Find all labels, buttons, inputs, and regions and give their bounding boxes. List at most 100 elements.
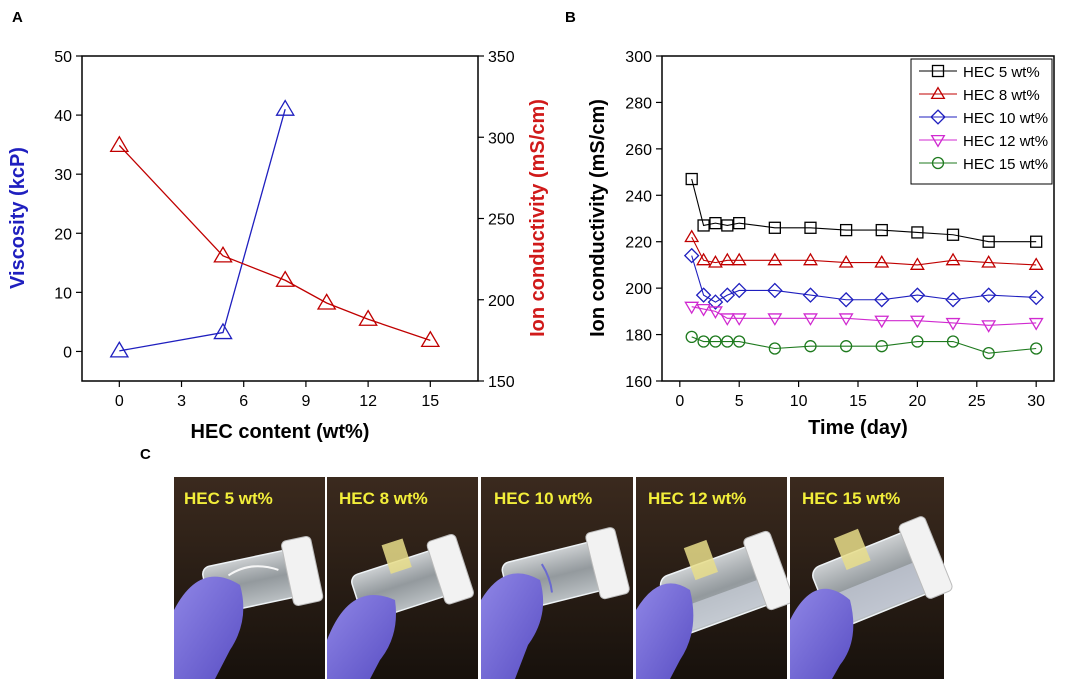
photo-label-hec-15: HEC 15 wt% bbox=[802, 489, 900, 508]
chart-b-ytick-label: 160 bbox=[625, 374, 652, 391]
legend-label-hec-15: HEC 15 wt% bbox=[963, 156, 1048, 173]
chart-a-ytick-right-label: 200 bbox=[488, 293, 515, 310]
chart-b-point bbox=[697, 335, 710, 348]
chart-b-xlabel: Time (day) bbox=[808, 417, 908, 439]
chart-a-xtick-label: 12 bbox=[359, 393, 377, 410]
chart-b-ylabel: Ion conductivity (mS/cm) bbox=[587, 99, 609, 337]
chart-a-line-ion-conductivity bbox=[118, 144, 431, 341]
chart-a-ytick-right-label: 350 bbox=[488, 49, 515, 66]
chart-b: Time (day) Ion conductivity (mS/cm) 0 5 10… bbox=[587, 49, 1055, 439]
chart-a-ytick-left-label: 10 bbox=[54, 285, 72, 302]
chart-a-ylabel-right: Ion conductivity (mS/cm) bbox=[527, 99, 549, 337]
chart-b-point bbox=[683, 247, 700, 264]
chart-b-line-hec-15-wt bbox=[691, 336, 1037, 354]
photo-label-hec-8: HEC 8 wt% bbox=[339, 489, 428, 508]
chart-b-point bbox=[719, 252, 735, 266]
chart-b-line-hec-5-wt bbox=[691, 178, 1037, 243]
chart-b-point bbox=[721, 219, 734, 232]
chart-b-point bbox=[719, 287, 736, 303]
chart-a-ytick-left-label: 20 bbox=[54, 226, 72, 243]
legend-marker bbox=[930, 86, 946, 100]
chart-b-point bbox=[909, 315, 925, 329]
chart-b-point bbox=[1028, 257, 1044, 270]
chart-b-point bbox=[839, 223, 853, 237]
photo-hec-8: HEC 8 wt% bbox=[327, 477, 478, 679]
chart-a-xtick-label: 9 bbox=[301, 393, 310, 410]
chart-b-point bbox=[804, 340, 817, 353]
chart-b-point bbox=[838, 291, 854, 308]
chart-a-ylabel-left: Viscosity (kcP) bbox=[7, 147, 29, 289]
chart-b-xtick-label: 5 bbox=[735, 393, 744, 410]
chart-a-point bbox=[275, 99, 295, 116]
chart-b-point bbox=[803, 313, 818, 326]
chart-b-point bbox=[719, 313, 735, 326]
chart-b-point bbox=[1030, 235, 1043, 248]
chart-b-point bbox=[945, 291, 961, 308]
chart-b-point bbox=[709, 216, 722, 230]
chart-b-point bbox=[875, 223, 888, 237]
chart-a-ytick-right-label: 150 bbox=[488, 374, 515, 391]
chart-b-point bbox=[733, 216, 746, 230]
chart-b-line-hec-8-wt bbox=[691, 236, 1037, 266]
chart-b-point bbox=[733, 335, 746, 348]
chart-b-point bbox=[839, 340, 853, 353]
chart-a-xlabel: HEC content (wt%) bbox=[191, 421, 370, 443]
chart-a-ytick-right-label: 300 bbox=[488, 130, 515, 147]
chart-b-ytick-label: 180 bbox=[625, 328, 652, 345]
chart-b-point bbox=[685, 330, 698, 344]
chart-a-ytick-left-label: 0 bbox=[63, 344, 72, 361]
legend-label-hec-10: HEC 10 wt% bbox=[963, 110, 1048, 127]
chart-b-ytick-label: 260 bbox=[625, 142, 652, 159]
chart-b-point bbox=[946, 335, 960, 348]
chart-b-point bbox=[874, 255, 890, 268]
legend-label-hec-5: HEC 5 wt% bbox=[963, 64, 1040, 81]
chart-b-point bbox=[873, 291, 890, 308]
legend-marker bbox=[930, 109, 946, 125]
chart-b-point bbox=[804, 221, 817, 234]
chart-b-point bbox=[768, 342, 781, 355]
chart-a: HEC content (wt%) Viscosity (kcP) Ion co… bbox=[7, 49, 549, 443]
chart-a-xtick-label: 6 bbox=[239, 393, 248, 410]
chart-b-point bbox=[981, 320, 997, 333]
chart-b-point bbox=[709, 335, 722, 348]
photo-hec-12: HEC 12 wt% bbox=[636, 477, 794, 679]
chart-b-point bbox=[982, 346, 995, 360]
chart-b-point bbox=[768, 221, 781, 234]
chart-b-point bbox=[838, 255, 854, 268]
legend-marker bbox=[931, 156, 945, 170]
photo-hec-10: HEC 10 wt% bbox=[481, 477, 633, 679]
panel-letter-c: C bbox=[140, 446, 151, 463]
chart-b-legend: HEC 5 wt% HEC 8 wt% HEC 10 wt% HEC 12 wt… bbox=[910, 58, 1053, 185]
chart-b-point bbox=[982, 235, 995, 248]
chart-b-xtick-label: 0 bbox=[675, 393, 684, 410]
chart-b-point bbox=[911, 226, 924, 239]
chart-a-point bbox=[109, 340, 130, 358]
chart-b-point bbox=[909, 287, 926, 303]
chart-b-ytick-label: 200 bbox=[625, 281, 652, 298]
chart-b-point bbox=[731, 313, 747, 326]
chart-b-point bbox=[1028, 317, 1044, 331]
chart-b-point bbox=[707, 294, 724, 310]
chart-a-xtick-label: 15 bbox=[421, 393, 439, 410]
chart-b-xtick-label: 20 bbox=[908, 393, 926, 410]
photo-label-hec-12: HEC 12 wt% bbox=[648, 489, 746, 508]
chart-a-xtick-label: 0 bbox=[115, 393, 124, 410]
chart-b-marks: 0 5 10 15 20 25 30 160 180 200 220 240 260 280 300 bbox=[625, 49, 1045, 410]
chart-b-ytick-label: 220 bbox=[625, 235, 652, 252]
chart-a-frame bbox=[81, 55, 479, 382]
chart-a-point bbox=[275, 270, 295, 287]
photo-label-hec-5: HEC 5 wt% bbox=[184, 489, 273, 508]
chart-a-ytick-right-label: 250 bbox=[488, 212, 515, 229]
chart-b-point bbox=[731, 282, 748, 299]
chart-b-point bbox=[721, 335, 734, 348]
chart-a-ytick-left-label: 40 bbox=[54, 108, 72, 125]
chart-a-point bbox=[213, 245, 233, 263]
chart-a-xtick-label: 3 bbox=[177, 393, 186, 410]
chart-b-ytick-label: 280 bbox=[625, 95, 652, 112]
chart-b-point bbox=[731, 252, 747, 266]
legend-label-hec-8: HEC 8 wt% bbox=[963, 87, 1040, 104]
chart-b-ytick-label: 240 bbox=[625, 188, 652, 205]
chart-b-point bbox=[980, 287, 997, 303]
chart-b-line-hec-12-wt bbox=[691, 306, 1037, 326]
